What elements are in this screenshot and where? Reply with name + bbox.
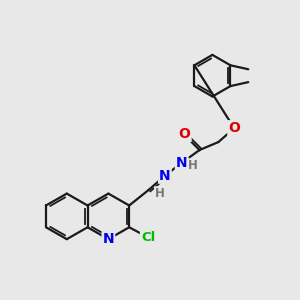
Text: N: N <box>103 232 114 246</box>
Text: O: O <box>228 121 240 135</box>
Text: H: H <box>188 159 197 172</box>
Text: H: H <box>155 187 165 200</box>
Text: O: O <box>179 127 190 141</box>
Text: Cl: Cl <box>141 231 155 244</box>
Text: N: N <box>176 156 188 170</box>
Text: N: N <box>159 169 171 183</box>
